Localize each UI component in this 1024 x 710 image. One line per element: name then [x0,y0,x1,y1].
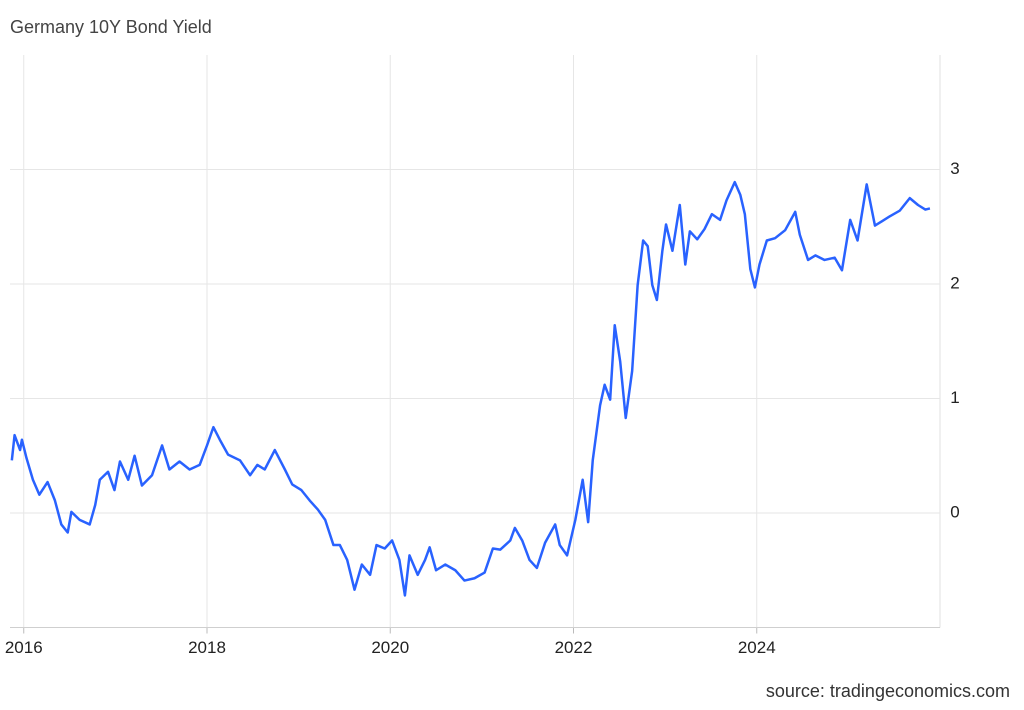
x-tick-label: 2016 [5,638,43,657]
y-tick-label: 3 [950,159,959,178]
x-tick-label: 2020 [371,638,409,657]
y-tick-label: 1 [950,388,959,407]
y-tick-label: 0 [950,502,959,521]
x-tick-label: 2022 [555,638,593,657]
y-tick-label: 2 [950,273,959,292]
x-tick-label: 2024 [738,638,776,657]
source-note: source: tradingeconomics.com [766,681,1010,701]
x-tick-label: 2018 [188,638,226,657]
chart-title: Germany 10Y Bond Yield [10,17,212,37]
data-line [10,180,931,597]
